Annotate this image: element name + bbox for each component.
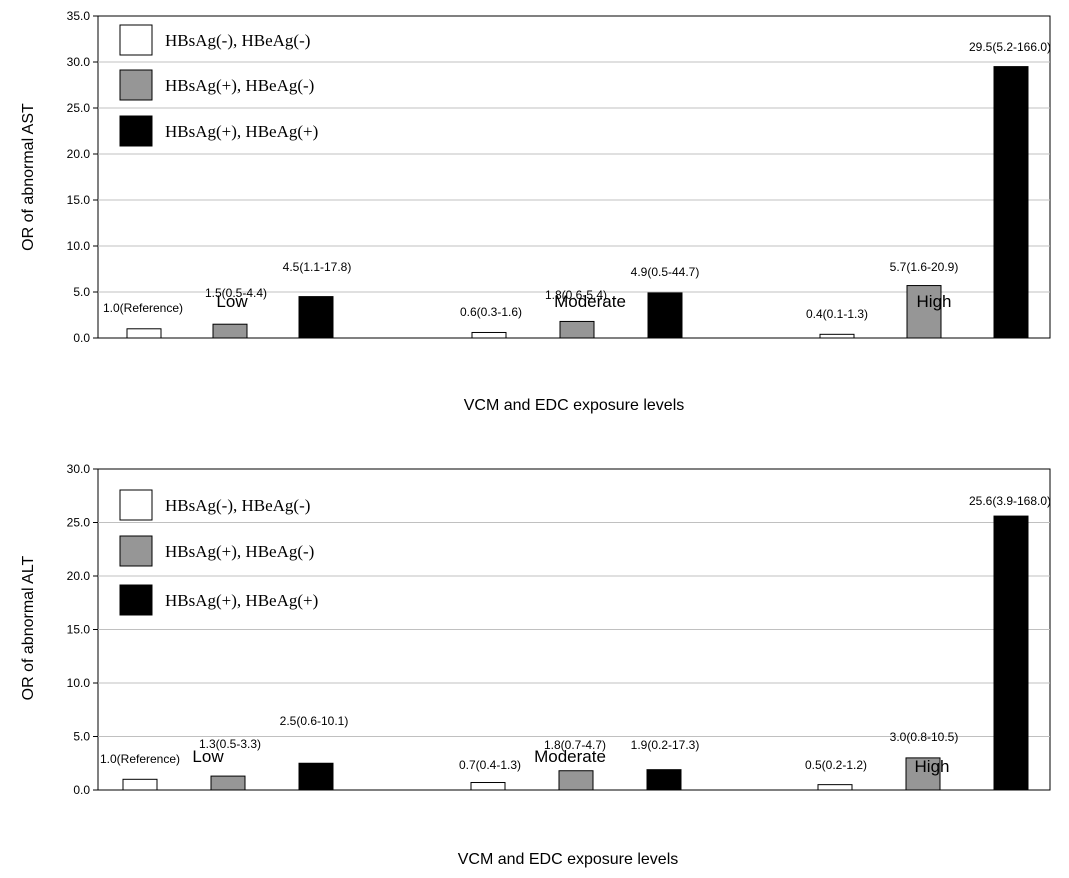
y-tick-label: 25.0 <box>67 516 91 530</box>
data-label: 2.5(0.6-10.1) <box>280 714 349 728</box>
legend: HBsAg(-), HBeAg(-) HBsAg(+), HBeAg(-) HBsA… <box>119 24 318 147</box>
x-axis-label: VCM and EDC exposure levels <box>464 397 685 414</box>
category-label-low: Low <box>216 292 248 311</box>
bar-low-series-3 <box>298 296 334 339</box>
bar-moderate-series-2 <box>559 320 595 339</box>
data-label: 3.0(0.8-10.5) <box>890 730 959 744</box>
y-tick-label: 5.0 <box>73 285 90 299</box>
legend-swatch-1 <box>119 489 153 521</box>
bar-low-series-2 <box>212 323 248 339</box>
bar-moderate-series-2 <box>558 770 594 791</box>
x-axis-label: VCM and EDC exposure levels <box>458 851 679 868</box>
legend-entry: HBsAg(+), HBeAg(+) <box>165 122 318 141</box>
y-tick-label: 0.0 <box>73 331 90 345</box>
legend-swatch-3 <box>119 115 153 147</box>
bar-low-series-1 <box>126 328 162 339</box>
y-tick-label: 5.0 <box>73 730 90 744</box>
bar-high-series-3 <box>993 66 1029 339</box>
data-label: 1.5(0.5-4.4) <box>205 286 267 300</box>
legend-entry: HBsAg(-), HBeAg(-) <box>165 496 310 515</box>
data-label: 29.5(5.2-166.0) <box>969 40 1051 54</box>
data-label: 0.5(0.2-1.2) <box>805 758 867 772</box>
bar-low-series-1 <box>122 778 158 791</box>
bar-high-series-3 <box>993 515 1029 791</box>
chart-panel-1: 0.0 5.0 10.0 15.0 20.0 25.0 30.0 35.0 OR of abno… <box>20 9 1051 414</box>
data-label: 1.0(Reference) <box>103 301 183 315</box>
legend-entry: HBsAg(+), HBeAg(+) <box>165 591 318 610</box>
bar-moderate-series-3 <box>646 769 682 791</box>
bar-moderate-series-1 <box>471 331 507 339</box>
bar-high-series-1 <box>819 333 855 339</box>
data-label: 1.3(0.5-3.3) <box>199 737 261 751</box>
y-tick-label: 30.0 <box>67 462 91 476</box>
plot-area <box>97 15 1051 339</box>
bar-low-series-3 <box>298 762 334 791</box>
data-label: 1.0(Reference) <box>100 752 180 766</box>
y-axis-label: OR of abnormal ALT <box>20 555 37 700</box>
category-label-high: High <box>917 292 952 311</box>
bar-moderate-series-1 <box>470 782 506 791</box>
y-tick-label: 10.0 <box>67 676 91 690</box>
data-label: 0.7(0.4-1.3) <box>459 758 521 772</box>
chart-panel-2: 0.0 5.0 10.0 15.0 20.0 25.0 30.0 OR of abnormal… <box>20 462 1051 868</box>
legend-swatch-2 <box>119 69 153 101</box>
bar-moderate-series-3 <box>647 292 683 339</box>
data-label: 1.8(0.6-5.4) <box>545 288 607 302</box>
bar-low-series-2 <box>210 775 246 791</box>
y-tick-label: 20.0 <box>67 569 91 583</box>
data-label: 25.6(3.9-168.0) <box>969 494 1051 508</box>
data-label: 4.9(0.5-44.7) <box>631 265 700 279</box>
legend-entry: HBsAg(-), HBeAg(-) <box>165 31 310 50</box>
legend-swatch-1 <box>119 24 153 56</box>
legend-swatch-3 <box>119 584 153 616</box>
data-label: 1.8(0.7-4.7) <box>544 738 606 752</box>
category-label-moderate: Moderate <box>554 292 626 311</box>
y-tick-label: 0.0 <box>73 783 90 797</box>
legend-entry: HBsAg(+), HBeAg(-) <box>165 542 314 561</box>
bar-high-series-2 <box>905 757 941 791</box>
legend-entry: HBsAg(+), HBeAg(-) <box>165 76 314 95</box>
y-tick-label: 15.0 <box>67 193 91 207</box>
data-label: 5.7(1.6-20.9) <box>890 260 959 274</box>
category-label-moderate: Moderate <box>534 747 606 766</box>
y-tick-label: 10.0 <box>67 239 91 253</box>
y-tick-label: 30.0 <box>67 55 91 69</box>
category-label-high: High <box>915 757 950 776</box>
y-tick-label: 25.0 <box>67 101 91 115</box>
legend-swatch-2 <box>119 535 153 567</box>
y-tick-label: 15.0 <box>67 623 91 637</box>
data-label: 0.4(0.1-1.3) <box>806 307 868 321</box>
data-label: 4.5(1.1-17.8) <box>283 260 352 274</box>
y-tick-label: 20.0 <box>67 147 91 161</box>
category-label-low: Low <box>192 747 224 766</box>
legend: HBsAg(-), HBeAg(-) HBsAg(+), HBeAg(-) HBsA… <box>119 489 318 616</box>
bar-high-series-2 <box>906 285 942 339</box>
y-axis-label: OR of abnormal AST <box>20 103 37 251</box>
data-label: 0.6(0.3-1.6) <box>460 305 522 319</box>
bar-high-series-1 <box>817 784 853 791</box>
data-label: 1.9(0.2-17.3) <box>631 738 700 752</box>
y-tick-label: 35.0 <box>67 9 91 23</box>
